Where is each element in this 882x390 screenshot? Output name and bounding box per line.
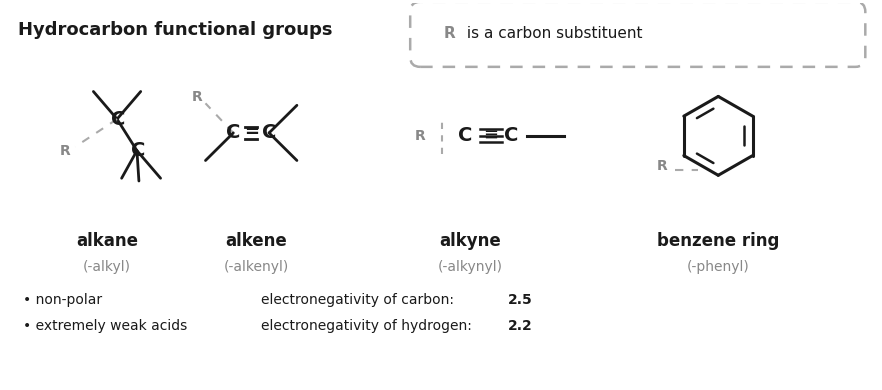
Text: =: =	[243, 123, 258, 141]
Text: C: C	[131, 141, 146, 160]
Text: R: R	[60, 144, 71, 158]
Text: R: R	[415, 129, 425, 143]
Text: alkane: alkane	[76, 232, 138, 250]
Text: C: C	[226, 123, 241, 142]
Text: (-alkenyl): (-alkenyl)	[223, 260, 288, 274]
Text: R: R	[657, 159, 668, 173]
Text: C: C	[505, 126, 519, 145]
Text: R: R	[444, 27, 456, 41]
Text: C: C	[111, 110, 125, 129]
Text: alkyne: alkyne	[439, 232, 501, 250]
Text: (-alkynyl): (-alkynyl)	[437, 260, 503, 274]
Text: C: C	[262, 123, 276, 142]
Text: R: R	[192, 90, 203, 105]
Text: (-alkyl): (-alkyl)	[83, 260, 131, 274]
Text: C: C	[458, 126, 472, 145]
Text: alkene: alkene	[225, 232, 287, 250]
Text: • extremely weak acids: • extremely weak acids	[23, 319, 187, 333]
Text: • non-polar: • non-polar	[23, 294, 101, 307]
Text: 2.2: 2.2	[507, 319, 533, 333]
Text: 2.5: 2.5	[507, 294, 533, 307]
Text: electronegativity of carbon:: electronegativity of carbon:	[261, 294, 459, 307]
Text: ≡: ≡	[483, 126, 498, 144]
Text: Hydrocarbon functional groups: Hydrocarbon functional groups	[18, 21, 333, 39]
Text: electronegativity of hydrogen:: electronegativity of hydrogen:	[261, 319, 476, 333]
Text: is a carbon substituent: is a carbon substituent	[462, 27, 642, 41]
Text: (-phenyl): (-phenyl)	[687, 260, 750, 274]
Text: benzene ring: benzene ring	[657, 232, 780, 250]
